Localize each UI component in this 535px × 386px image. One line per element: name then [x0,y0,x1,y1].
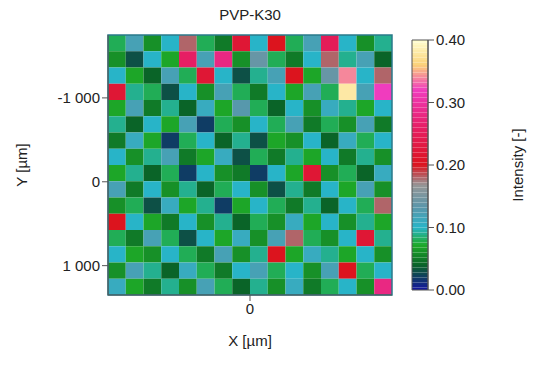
svg-text:0.40: 0.40 [436,31,465,48]
svg-text:Intensity [-]: Intensity [-] [509,128,526,201]
svg-text:X [µm]: X [µm] [228,332,272,349]
svg-text:Y [µm]: Y [µm] [13,143,30,186]
svg-text:0: 0 [92,173,100,190]
svg-text:0: 0 [246,300,254,317]
svg-text:0.00: 0.00 [436,281,465,298]
svg-text:0.30: 0.30 [436,94,465,111]
svg-text:0.20: 0.20 [436,156,465,173]
svg-text:1 000: 1 000 [62,257,100,274]
svg-text:0.10: 0.10 [436,219,465,236]
html-text:PVP-K30: PVP-K30 [219,6,281,23]
svg-text:-1 000: -1 000 [57,89,100,106]
